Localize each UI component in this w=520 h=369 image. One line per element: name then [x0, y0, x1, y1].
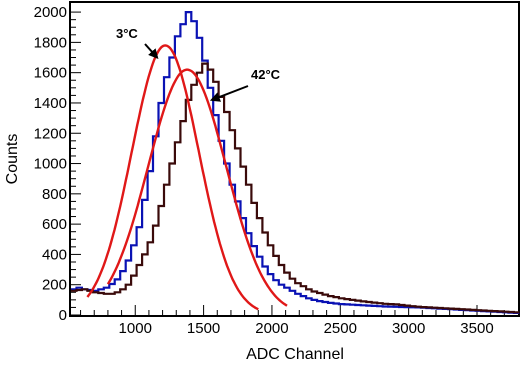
annotation-label: 3°C [116, 26, 138, 41]
x-axis-title: ADC Channel [246, 346, 344, 363]
y-tick-label: 1800 [34, 34, 67, 51]
gaussian-fit-2 [106, 68, 288, 307]
y-tick-label: 200 [42, 277, 67, 294]
annotation-arrow [209, 85, 249, 102]
gaussian-fit-1 [86, 44, 259, 311]
y-axis: 0 200 400 600 800 1000 1200 1400 1600 1800 2000 [34, 4, 81, 324]
x-tick-label: 3000 [392, 320, 425, 337]
y-tick-label: 1000 [34, 156, 67, 173]
histogram-series-2 [71, 62, 520, 314]
series-layer [71, 11, 520, 314]
x-tick-label: 1500 [187, 320, 220, 337]
y-tick-label: 2000 [34, 4, 67, 21]
annotations: 3°C 42°C [116, 26, 281, 102]
y-tick-label: 400 [42, 246, 67, 263]
x-tick-label: 3500 [460, 320, 493, 337]
plot-frame [69, 1, 520, 317]
y-tick-label: 600 [42, 216, 67, 233]
y-tick-label: 1600 [34, 65, 67, 82]
x-tick-label: 2000 [255, 320, 288, 337]
y-tick-label: 0 [59, 307, 67, 324]
y-tick-label: 1200 [34, 125, 67, 142]
y-tick-label: 800 [42, 186, 67, 203]
annotation-label: 42°C [251, 67, 281, 82]
x-tick-label: 1000 [119, 320, 152, 337]
histogram-series-1 [71, 11, 520, 314]
y-tick-label: 1400 [34, 95, 67, 112]
annotation-arrow [144, 43, 159, 60]
y-axis-title: Counts [4, 134, 21, 185]
x-axis: 1000 1500 2000 2500 3000 3500 [80, 305, 505, 337]
x-tick-label: 2500 [324, 320, 357, 337]
